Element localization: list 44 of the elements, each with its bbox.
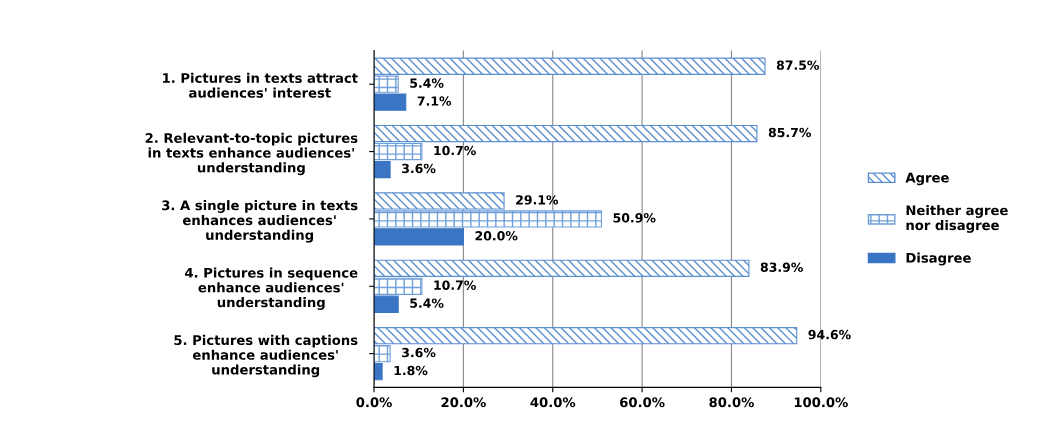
- bar: [374, 142, 423, 161]
- y-tick-label: 5. Pictures with captions enhance audiences' understanding: [174, 334, 358, 378]
- data-label: 10.7%: [434, 145, 476, 156]
- data-label: 5.4%: [410, 298, 444, 308]
- legend-label: Agree: [905, 172, 949, 186]
- data-label: 94.6%: [808, 329, 851, 340]
- data-label: 50.9%: [613, 213, 656, 223]
- x-tick-label: 60.0%: [620, 397, 665, 408]
- bar: [374, 345, 391, 363]
- data-label: 87.5%: [776, 60, 820, 70]
- data-label: 3.6%: [402, 163, 436, 174]
- bar: [374, 277, 423, 295]
- bar: [374, 192, 505, 210]
- x-tick-label: 20.0%: [441, 397, 486, 408]
- y-tick-label: 4. Pictures in sequence enhance audiences' understanding: [185, 267, 358, 310]
- data-label: 85.7%: [768, 127, 811, 138]
- bar: [374, 124, 758, 143]
- bar: [374, 228, 464, 246]
- bar: [374, 75, 399, 93]
- bar: [374, 327, 798, 345]
- y-tick-label: 1. Pictures in texts attract audiences' interest: [163, 72, 358, 98]
- bar: [374, 259, 750, 277]
- y-tick-label: 2. Relevant-to-topic pictures in texts enhance audiences' understanding: [145, 132, 358, 176]
- y-tick-label: 3. A single picture in texts enhances audiences' understanding: [162, 200, 358, 243]
- bar: [374, 160, 391, 179]
- bar: [374, 57, 766, 75]
- data-label: 29.1%: [516, 195, 559, 205]
- x-tick-label: 40.0%: [530, 397, 576, 408]
- legend-label: Neither agree nor disagree: [906, 205, 1008, 233]
- data-label: 7.1%: [417, 96, 452, 106]
- bar: [374, 362, 383, 381]
- bar: [374, 295, 399, 313]
- legend-label: Disagree: [906, 252, 971, 266]
- x-tick-label: 80.0%: [709, 397, 754, 408]
- data-label: 20.0%: [475, 231, 518, 241]
- bar: [374, 93, 407, 111]
- data-label: 1.8%: [394, 365, 428, 376]
- data-label: 3.6%: [402, 347, 436, 358]
- data-label: 83.9%: [760, 262, 803, 272]
- data-label: 5.4%: [410, 78, 444, 88]
- x-tick-label: 0.0%: [356, 397, 392, 408]
- x-tick-label: 100.0%: [794, 397, 848, 408]
- data-label: 10.7%: [434, 280, 476, 290]
- bar: [374, 210, 603, 228]
